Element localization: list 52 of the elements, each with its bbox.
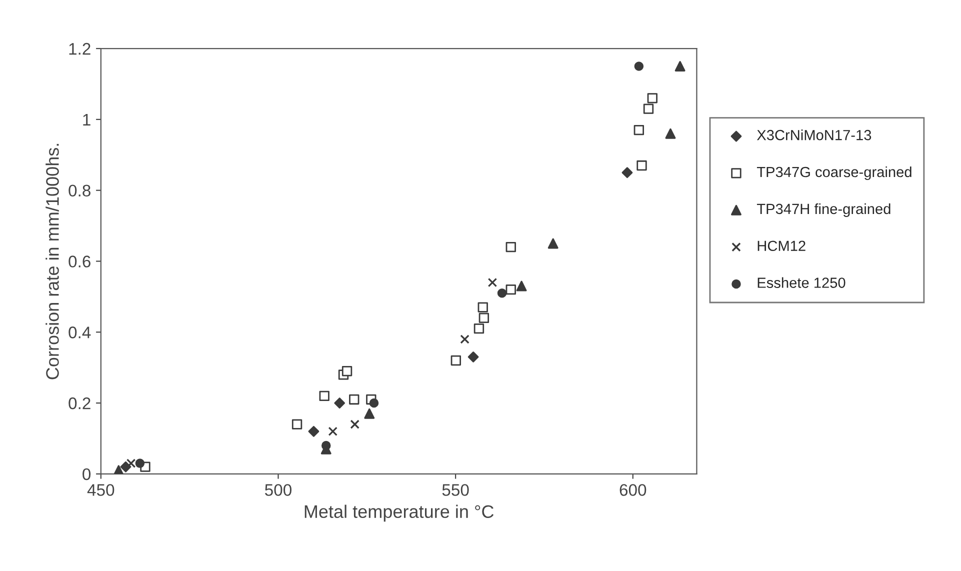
point [647,93,658,104]
point [319,390,330,402]
point [369,398,379,408]
y-tick-label: 0.2 [68,397,90,410]
legend-label: TP347G coarse-grained [756,166,912,180]
point [450,355,461,366]
legend-label: HCM12 [758,240,806,252]
x-tick-label: 600 [620,484,646,496]
point [674,61,686,72]
point [468,352,479,362]
point [328,426,338,436]
point [506,284,516,295]
y-axis-title: Corrosion rate in mm/1000hs. [46,144,59,380]
point [488,278,498,288]
point [474,324,484,334]
point [634,124,644,136]
x-axis-title: Metal temperature in °C [304,504,494,522]
point [516,280,527,292]
point [126,458,136,468]
y-tick-label: 0 [82,468,91,480]
point [350,420,360,429]
x-tick-label: 450 [87,484,114,496]
point [548,238,558,249]
point [636,160,647,171]
point [349,394,360,405]
point [321,440,331,450]
point [364,408,375,419]
y-tick-label: 1.2 [69,42,90,55]
point [292,419,302,430]
legend-label: TP347H fine-grained [756,203,890,217]
point [506,242,516,252]
x-tick-label: 550 [442,484,469,496]
point [643,104,654,114]
legend-label: Esshete 1250 [758,277,846,288]
point [665,128,676,139]
point [497,288,507,298]
point [478,302,488,312]
y-tick-label: 1 [83,114,90,126]
point [460,334,470,344]
y-tick-label: 0.8 [68,184,90,197]
legend-label: X3CrNiMoN17-13 [756,130,872,140]
point [135,458,145,468]
y-tick-label: 0.4 [68,326,91,338]
point [634,62,644,71]
point [622,167,633,178]
point [334,398,346,408]
x-tick-label: 500 [264,484,292,496]
y-tick-label: 0.6 [68,256,90,268]
point [478,312,490,324]
point [120,461,132,472]
point [342,366,352,376]
point [308,426,320,437]
